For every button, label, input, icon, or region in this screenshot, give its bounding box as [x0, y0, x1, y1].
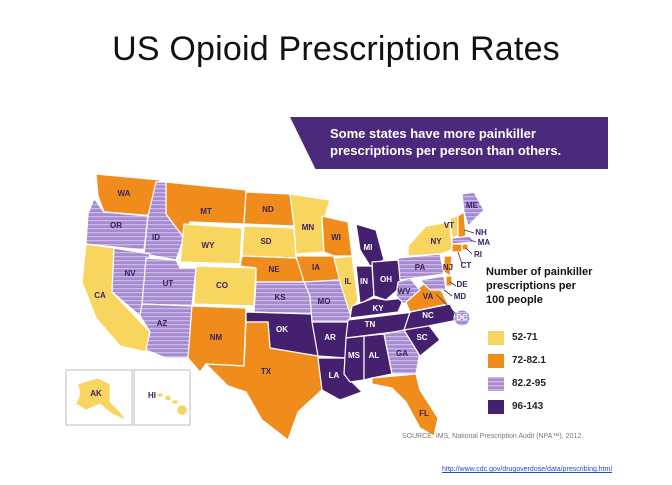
label-nv: NV: [124, 269, 136, 278]
label-sd: SD: [260, 237, 271, 246]
legend-label-3: 82.2-95: [512, 378, 546, 389]
label-ca: CA: [94, 291, 106, 300]
label-la: LA: [329, 371, 340, 380]
leader-de: [449, 281, 457, 287]
state-me: [461, 191, 485, 227]
label-ar: AR: [324, 333, 336, 342]
hawaii-island-4: [176, 404, 188, 416]
label-wa: WA: [118, 189, 131, 198]
label-dc: DC: [456, 313, 468, 322]
label-va: VA: [423, 292, 434, 301]
label-nc: NC: [422, 311, 434, 320]
legend-swatch-1: [488, 331, 504, 345]
label-in: IN: [360, 277, 368, 286]
label-co: CO: [216, 281, 228, 290]
label-il: IL: [344, 277, 351, 286]
leader-dc: [435, 293, 457, 315]
label-nm: NM: [210, 333, 223, 342]
label-al: AL: [369, 351, 380, 360]
label-fl: FL: [419, 409, 429, 418]
label-md: MD: [454, 292, 467, 301]
label-hi: HI: [148, 391, 156, 400]
hawaii-island-1: [156, 392, 164, 398]
leader-ri: [465, 247, 473, 255]
label-ok: OK: [276, 325, 288, 334]
label-sc: SC: [416, 333, 427, 342]
label-az: AZ: [157, 319, 168, 328]
label-ia: IA: [312, 263, 320, 272]
label-vt: VT: [444, 221, 454, 230]
label-tx: TX: [261, 367, 272, 376]
label-id: ID: [152, 233, 160, 242]
hawaii-inset-box: [133, 369, 191, 426]
state-wi: [321, 215, 353, 257]
state-tx: [205, 321, 323, 441]
label-de: DE: [456, 280, 468, 289]
state-al: [363, 333, 393, 381]
label-ms: MS: [348, 351, 361, 360]
legend-label-1: 52-71: [512, 332, 538, 343]
legend-title: Number of painkiller prescriptions per 1…: [486, 266, 593, 306]
legend-swatch-4: [488, 400, 504, 414]
state-ak: [75, 377, 128, 421]
label-pa: PA: [415, 263, 426, 272]
state-oh: [371, 259, 403, 301]
label-ks: KS: [274, 293, 286, 302]
leader-nh: [463, 229, 475, 234]
label-nj: NJ: [443, 263, 453, 272]
legend-label-2: 72-82.1: [512, 355, 546, 366]
label-oh: OH: [380, 275, 392, 284]
state-ms: [343, 335, 365, 383]
label-ak: AK: [90, 389, 102, 398]
state-ct: [451, 243, 463, 253]
state-de: [445, 275, 453, 287]
label-me: ME: [466, 201, 479, 210]
label-or: OR: [110, 221, 122, 230]
state-fl: [371, 373, 439, 437]
label-nd: ND: [262, 205, 274, 214]
state-dc-marker: [453, 309, 471, 327]
source-note: SOURCE: IMS, National Prescription Audit…: [402, 433, 584, 440]
legend-swatch-3: [488, 377, 504, 391]
legend-swatch-2: [488, 354, 504, 368]
label-mo: MO: [318, 297, 331, 306]
subtitle-text: Some states have more painkiller prescri…: [330, 126, 562, 158]
label-ri: RI: [474, 250, 482, 259]
label-wi: WI: [331, 233, 341, 242]
label-ny: NY: [430, 237, 442, 246]
label-ga: GA: [396, 349, 408, 358]
page-title: US Opioid Prescription Rates: [112, 30, 560, 68]
state-md: [419, 275, 447, 291]
label-nh: NH: [475, 228, 487, 237]
label-mt: MT: [200, 207, 212, 216]
legend-label-4: 96-143: [512, 401, 544, 412]
state-ma: [451, 235, 475, 245]
label-ky: KY: [372, 304, 384, 313]
leader-ma: [469, 239, 477, 243]
label-mi: MI: [364, 243, 373, 252]
label-wv: WV: [398, 287, 412, 296]
label-ct: CT: [461, 261, 472, 270]
label-ma: MA: [478, 238, 491, 247]
label-tn: TN: [365, 320, 376, 329]
subtitle-banner: Some states have more painkiller prescri…: [290, 117, 608, 169]
label-ut: UT: [163, 279, 174, 288]
hawaii-island-3: [171, 399, 179, 405]
label-mn: MN: [302, 223, 315, 232]
leader-md: [443, 289, 453, 297]
leader-ct: [457, 251, 463, 265]
hawaii-island-2: [164, 395, 172, 401]
source-link[interactable]: http://www.cdc.gov/drugoverdose/data/pre…: [442, 466, 613, 473]
label-wy: WY: [202, 241, 216, 250]
label-ne: NE: [268, 265, 280, 274]
